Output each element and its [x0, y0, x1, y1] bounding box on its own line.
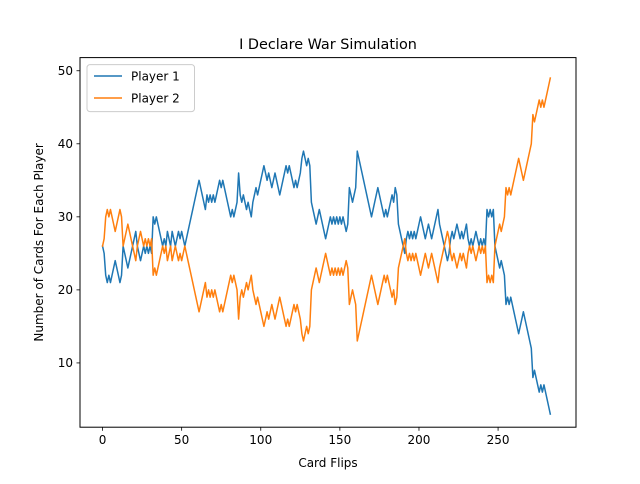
legend-label-player-1: Player 1 [131, 70, 180, 84]
y-tick-label: 10 [58, 356, 73, 370]
legend-label-player-2: Player 2 [131, 92, 180, 106]
x-axis-ticks: 0 50 100 150 200 250 [99, 427, 510, 447]
y-tick-label: 40 [58, 137, 73, 151]
x-tick-label: 0 [99, 433, 107, 447]
y-tick-label: 30 [58, 210, 73, 224]
y-tick-label: 20 [58, 283, 73, 297]
axes-frame [79, 57, 577, 428]
x-axis-label: Card Flips [298, 456, 357, 470]
x-tick-label: 50 [174, 433, 189, 447]
y-tick-label: 50 [58, 64, 73, 78]
x-tick-label: 100 [249, 433, 272, 447]
series-line-player-2 [101, 77, 552, 342]
series-line-player-1 [101, 150, 552, 415]
x-tick-label: 150 [328, 433, 351, 447]
y-axis-label: Number of Cards For Each Player [32, 143, 46, 341]
x-tick-label: 250 [487, 433, 510, 447]
chart-title: I Declare War Simulation [239, 37, 417, 53]
plot-area [79, 57, 577, 428]
x-tick-label: 200 [408, 433, 431, 447]
y-axis-ticks: 10 20 30 40 50 [58, 64, 80, 370]
series-layer [101, 77, 552, 415]
legend: Player 1 Player 2 [86, 64, 195, 113]
